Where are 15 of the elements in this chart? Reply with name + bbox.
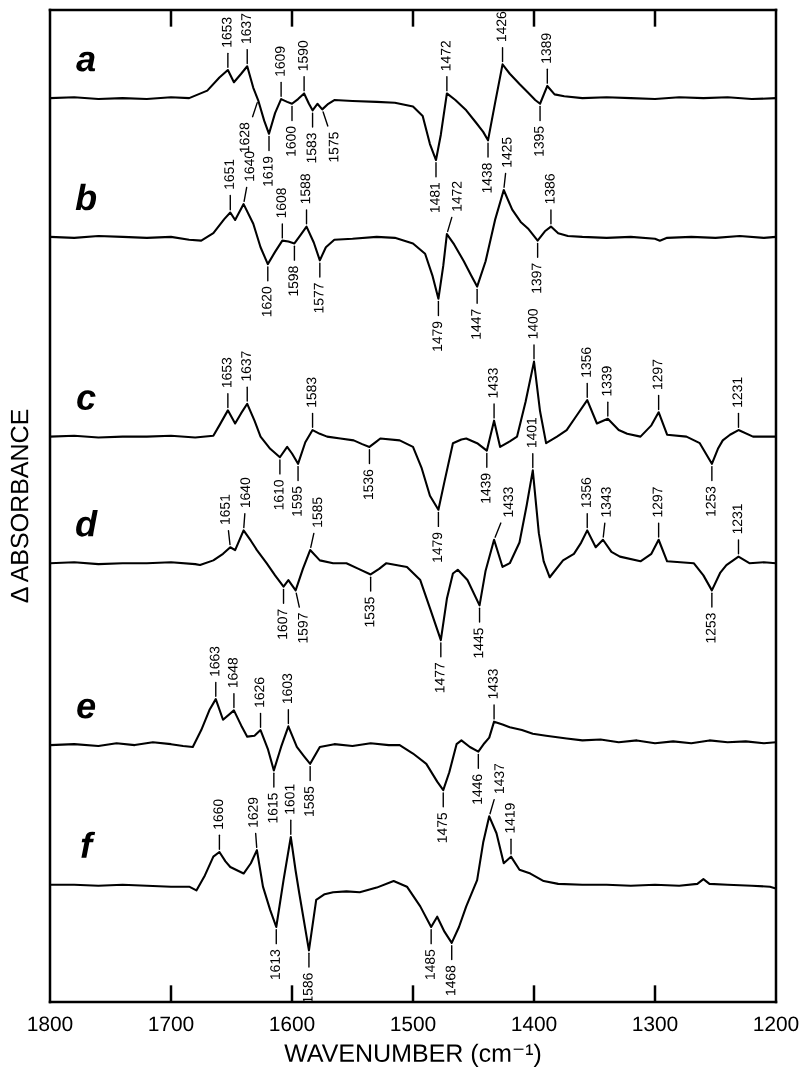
x-tick-label: 1300 — [633, 1016, 678, 1032]
y-axis-title: Δ ABSORBANCE — [10, 409, 29, 603]
series-label: f — [81, 831, 96, 858]
series-label: e — [77, 698, 96, 719]
x-axis-title: WAVENUMBER (cm⁻¹) — [284, 1043, 541, 1067]
x-tick-label: 1800 — [28, 1016, 73, 1032]
x-tick-label: 1600 — [270, 1016, 315, 1032]
x-tick-label: 1700 — [149, 1016, 194, 1032]
series-label: b — [75, 183, 97, 211]
series-label: a — [76, 51, 96, 72]
series-label: c — [77, 390, 96, 411]
x-tick-label: 1500 — [391, 1016, 436, 1032]
x-tick-label: 1400 — [512, 1016, 557, 1032]
x-tick-label: 1200 — [754, 1016, 799, 1032]
series-label: d — [76, 510, 98, 537]
